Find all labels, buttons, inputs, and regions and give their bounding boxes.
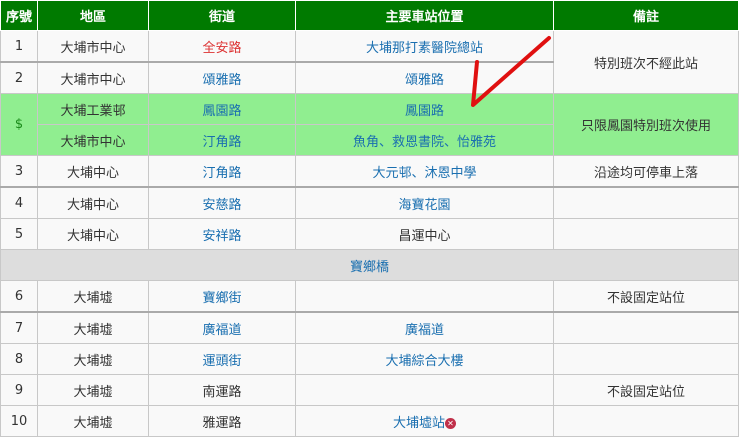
x-circle-icon: ✕ [445,417,456,429]
cell-no: $ [0,93,38,156]
street-link[interactable]: 汀角路 [148,124,296,156]
cell-no: 6 [0,280,38,313]
cell-station: 昌運中心 [295,218,554,250]
cell-no: 5 [0,218,38,250]
cell-area: 大埔市中心 [37,30,149,63]
street-link[interactable]: 汀角路 [148,155,296,188]
street-link[interactable]: 安祥路 [148,218,296,250]
cell-no: 8 [0,343,38,375]
station-link[interactable]: 魚角、救恩書院、怡雅苑 [295,124,554,156]
section-row: 寶鄉橋 [0,249,739,281]
table-row: 7 大埔墟 廣福道 廣福道 [0,311,739,344]
cell-area: 大埔墟 [37,280,149,313]
table-row: 4 大埔中心 安慈路 海寶花園 [0,186,739,219]
street-link[interactable]: 鳳園路 [148,93,296,125]
street-link[interactable]: 頌雅路 [148,61,296,94]
header-no: 序號 [0,0,38,31]
cell-no: 9 [0,374,38,406]
header-area: 地區 [37,0,149,31]
table-row: $ 大埔工業邨 鳳園路 鳳園路 只限鳳園特別班次使用 [0,93,739,156]
cell-area: 大埔墟 [37,311,149,344]
street-link[interactable]: 廣福道 [148,311,296,344]
cell-no: 10 [0,405,38,437]
cell-station: 大埔墟站 ✕ [295,405,554,437]
cell-remark: 不設固定站位 [553,374,739,406]
header-remark: 備註 [553,0,739,31]
station-link[interactable]: 鳳園路 [295,93,554,125]
cell-area: 大埔墟 [37,343,149,375]
table-row: 9 大埔墟 南運路 不設固定站位 [0,374,739,406]
cell-area: 大埔市中心 [37,61,149,94]
cell-street: 雅運路 [148,405,296,437]
cell-remark: 特別班次不經此站 [553,30,739,94]
street-link[interactable]: 運頭街 [148,343,296,375]
street-link[interactable]: 安慈路 [148,186,296,219]
cell-area: 大埔工業邨 [37,93,149,125]
cell-street: 南運路 [148,374,296,406]
cell-no: 4 [0,186,38,219]
cell-station [295,280,554,313]
header-station: 主要車站位置 [295,0,554,31]
table-row: 大埔市中心 汀角路 魚角、救恩書院、怡雅苑 [1,124,739,156]
station-link[interactable]: 大埔墟站 [392,415,445,431]
station-link[interactable]: 大元邨、沐恩中學 [295,155,554,188]
cell-no: 1 [0,30,38,63]
cell-area: 大埔中心 [37,155,149,188]
station-link[interactable]: 海寶花園 [295,186,554,219]
cell-remark [553,343,739,375]
table-row: 10 大埔墟 雅運路 大埔墟站 ✕ [0,405,739,437]
cell-remark [553,218,739,250]
section-bridge-link[interactable]: 寶鄉橋 [0,249,739,281]
table-row: 2 大埔市中心 頌雅路 頌雅路 [0,61,739,94]
cell-remark [553,311,739,344]
station-link[interactable]: 大埔那打素醫院總站 [295,30,554,63]
cell-area: 大埔市中心 [37,124,149,156]
table-row: 8 大埔墟 運頭街 大埔綜合大樓 [0,343,739,375]
cell-remark [553,186,739,219]
cell-station [295,374,554,406]
cell-remark [553,405,739,437]
station-link[interactable]: 頌雅路 [295,61,554,94]
cell-remark: 沿途均可停車上落 [553,155,739,188]
station-link[interactable]: 大埔綜合大樓 [295,343,554,375]
cell-area: 大埔中心 [37,186,149,219]
table-row: 6 大埔墟 寶鄉街 不設固定站位 [0,280,739,313]
station-link[interactable]: 廣福道 [295,311,554,344]
cell-remark: 不設固定站位 [553,280,739,313]
cell-area: 大埔墟 [37,405,149,437]
street-link[interactable]: 全安路 [148,30,296,63]
header-street: 街道 [148,0,296,31]
table-row: 3 大埔中心 汀角路 大元邨、沐恩中學 沿途均可停車上落 [0,155,739,188]
header-row: 序號 地區 街道 主要車站位置 備註 [0,0,739,31]
route-table: 序號 地區 街道 主要車站位置 備註 1 大埔市中心 全安路 大埔那打素醫院總站… [0,0,739,437]
table-row: 1 大埔市中心 全安路 大埔那打素醫院總站 特別班次不經此站 [0,30,739,94]
cell-remark: 只限鳳園特別班次使用 [553,93,739,156]
cell-no: 3 [0,155,38,188]
cell-no: 7 [0,311,38,344]
cell-area: 大埔墟 [37,374,149,406]
table-row: 5 大埔中心 安祥路 昌運中心 [0,218,739,250]
cell-no: 2 [0,61,38,94]
cell-area: 大埔中心 [37,218,149,250]
street-link[interactable]: 寶鄉街 [148,280,296,313]
